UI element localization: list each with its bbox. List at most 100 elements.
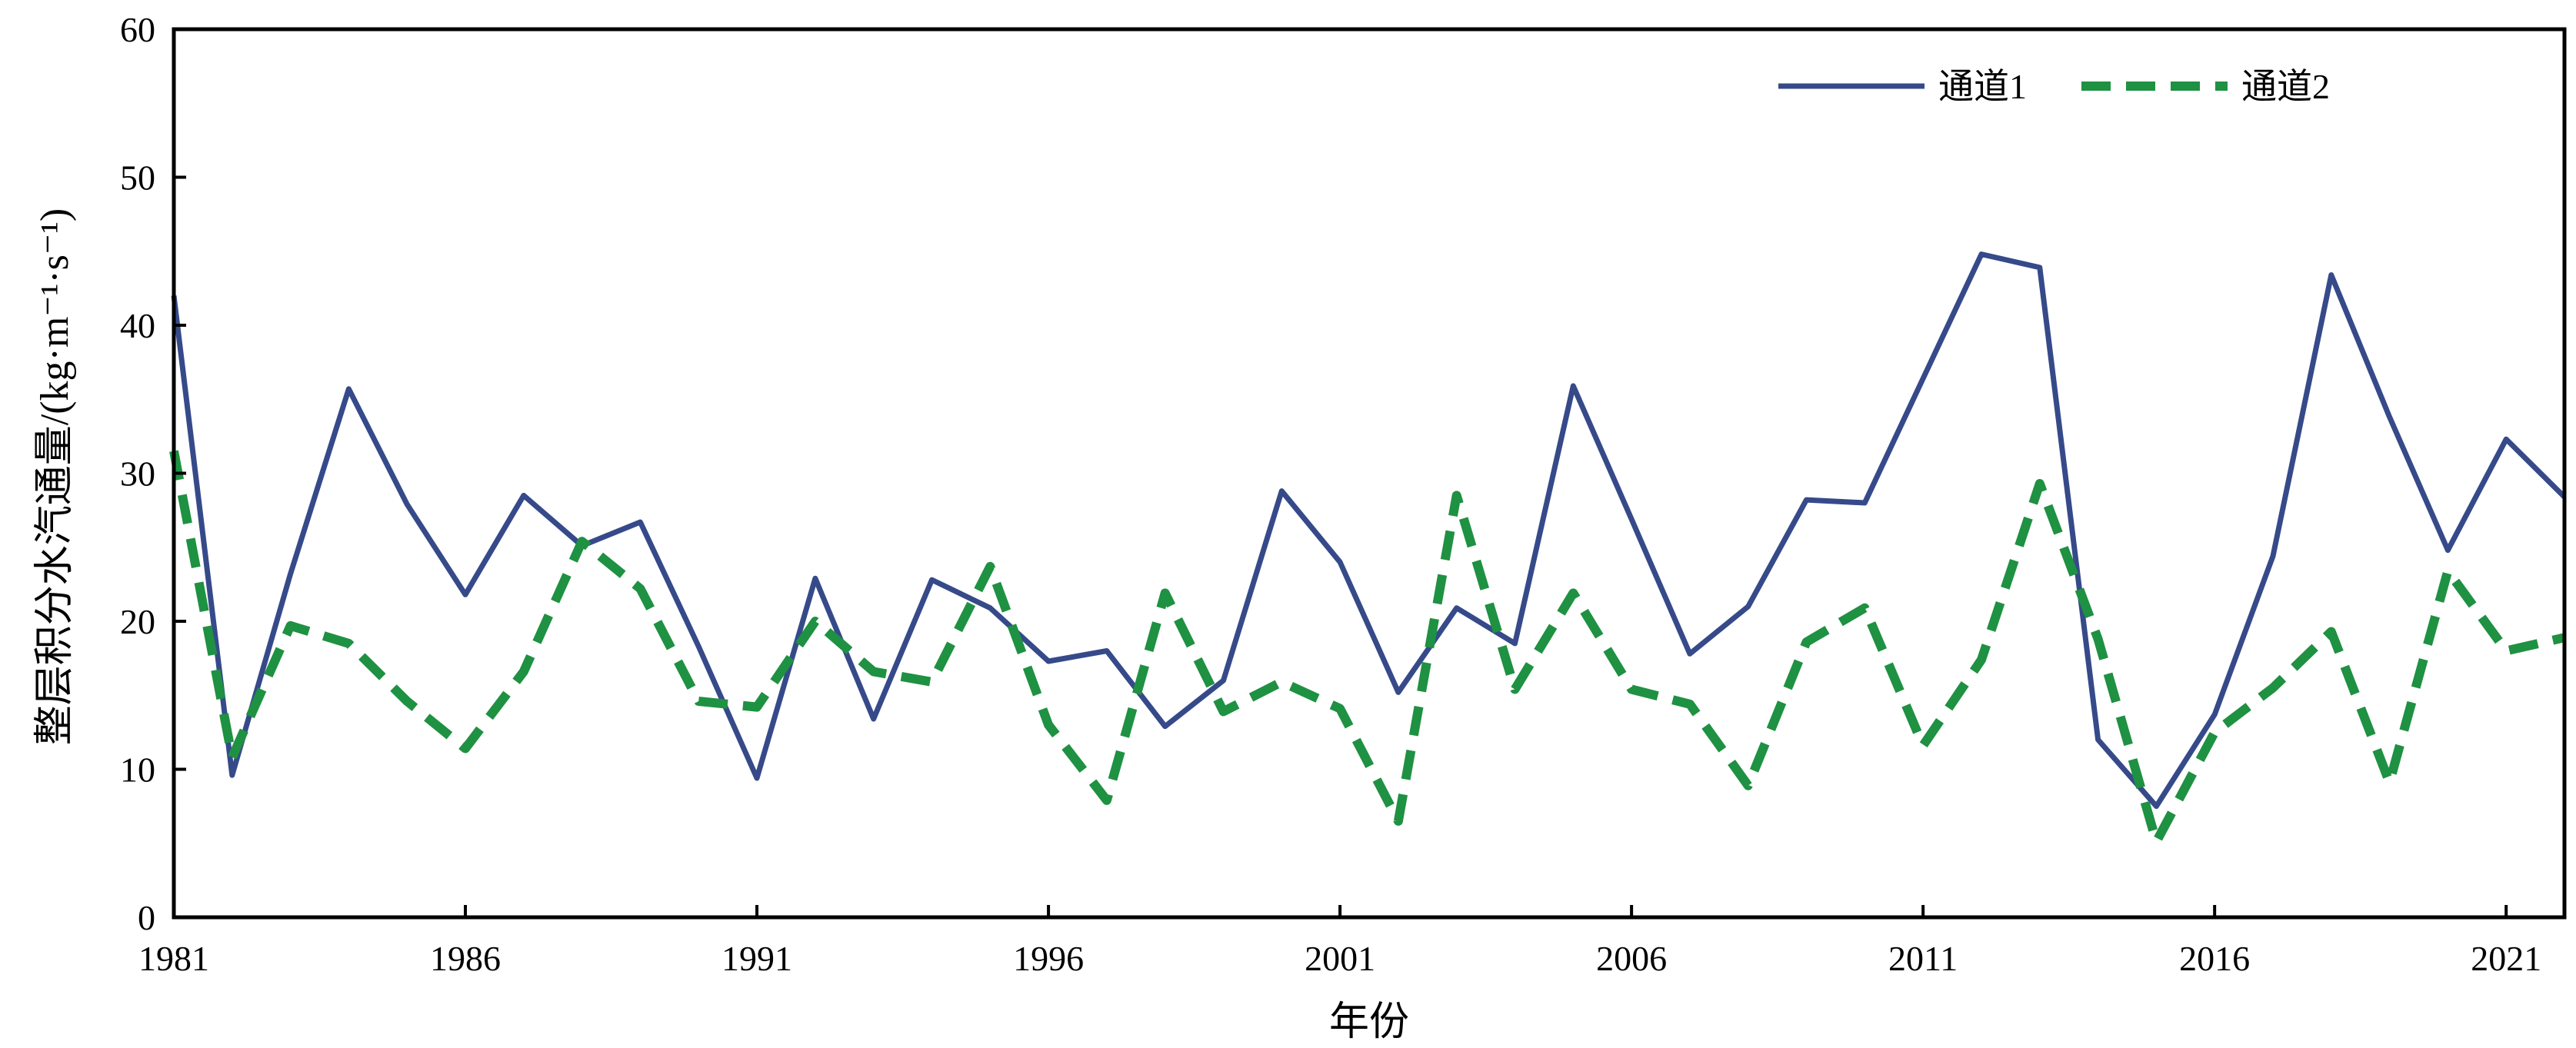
series-1-point-2019 [2388,414,2392,419]
series-1-point-1983 [288,571,293,576]
series-2-point-2017 [2271,686,2275,690]
series-2-point-2006 [1629,687,1634,692]
series-1-point-2003 [1455,606,1459,611]
series-2-point-2007 [1688,702,1692,707]
series-1-point-1984 [346,387,351,391]
x-tick-label: 2016 [2179,939,2250,978]
series-layer [169,251,2567,847]
x-axis-label: 年份 [1329,1000,1409,1044]
legend-label-2: 通道2 [2241,67,2330,106]
series-1-point-2002 [1396,690,1401,694]
series-1-point-2011 [1921,376,1925,381]
series-1-point-2021 [2504,437,2508,441]
y-tick-label: 50 [120,158,155,198]
series-1-point-2012 [1979,252,1984,257]
x-tick-label: 2006 [1596,939,1667,978]
series-2-point-2012 [1979,657,1984,662]
series-1-point-1997 [1105,649,1109,654]
series-1-point-1992 [813,576,818,581]
series-1-point-1999 [1221,678,1226,683]
legend: 通道1 通道2 [1778,67,2330,106]
series-1-point-2007 [1688,651,1692,656]
series-2-point-1989 [638,587,642,591]
series-1-point-1991 [755,776,759,780]
series-2-point-1986 [463,747,468,751]
series-1-point-2006 [1629,517,1634,521]
series-2-point-1985 [405,699,409,704]
series-2-point-1997 [1105,798,1109,803]
y-tick-label: 10 [120,750,155,790]
series-1-point-1985 [405,502,409,507]
series-1-point-2014 [2096,737,2101,742]
series-1-point-2017 [2271,554,2275,558]
x-tick-label: 2021 [2471,939,2541,978]
x-tick-label: 2011 [1888,939,1958,978]
series-2-point-2014 [2096,637,2101,641]
series-2-point-1991 [755,705,759,710]
x-tick-label: 1996 [1013,939,1084,978]
series-1-point-2013 [2038,265,2042,270]
series-2-point-1994 [930,680,935,684]
x-tick-label: 1991 [721,939,792,978]
series-1-point-2016 [2212,712,2217,717]
series-line-2 [169,450,2566,847]
series-1-point-1987 [522,493,526,497]
series-2-point-2018 [2329,630,2334,634]
series-1-point-1993 [871,717,876,721]
series-2-point-2021 [2504,649,2508,654]
series-1-point-1994 [930,577,935,582]
x-tick-label: 1986 [430,939,501,978]
series-2-point-2003 [1455,493,1459,497]
series-2-point-2013 [2038,481,2042,486]
plot-frame [172,27,2567,920]
series-2-point-1987 [522,670,526,674]
y-tick-label: 0 [138,898,155,937]
series-1-point-2015 [2154,804,2158,809]
series-1-point-2018 [2329,273,2334,278]
series-2-point-2016 [2212,730,2217,734]
series-2-point-1999 [1221,709,1226,714]
y-axis-ticks: 0 10 20 30 40 50 60 [120,10,186,937]
series-2-point-2011 [1921,744,1925,748]
series-2-point-2019 [2388,780,2392,785]
series-2-point-2005 [1571,591,1575,595]
series-2-point-2015 [2154,840,2158,844]
series-1-point-1989 [638,520,642,524]
series-1-point-1998 [1163,724,1168,729]
series-1-point-1982 [230,773,235,777]
series-2-point-1990 [696,699,701,704]
series-2-point-2002 [1396,819,1401,823]
series-1-point-2009 [1805,497,1809,502]
series-1-point-1996 [1046,659,1051,664]
series-2-point-1992 [813,619,818,624]
y-tick-label: 40 [120,306,155,345]
x-tick-label: 1981 [138,939,209,978]
series-2-point-2009 [1805,640,1809,644]
series-2-point-1998 [1163,591,1168,595]
legend-label-1: 通道1 [1938,67,2027,106]
series-1-point-2005 [1571,384,1575,388]
y-axis-label: 整层积分水汽通量/(kg·m⁻¹·s⁻¹) [33,208,77,745]
series-2-point-2010 [1862,606,1867,611]
series-1-point-1995 [988,606,992,611]
y-tick-label: 20 [120,602,155,641]
series-1-point-1986 [463,592,468,597]
series-2-point-2000 [1279,680,1284,684]
x-tick-label: 2001 [1305,939,1375,978]
series-2-point-1995 [988,564,992,569]
series-2-point-1996 [1046,723,1051,727]
series-2-point-2008 [1746,784,1751,788]
y-tick-label: 30 [120,454,155,494]
series-1-point-2004 [1513,641,1518,646]
series-1-point-2020 [2445,548,2450,553]
y-tick-label: 60 [120,10,155,49]
series-1-point-2008 [1746,604,1751,609]
series-2-point-2020 [2445,569,2450,574]
series-line-1 [171,251,2567,810]
series-2-point-2004 [1513,687,1518,692]
x-axis-ticks: 1981 1986 1991 1996 2001 2006 2011 2016 2021 [138,905,2541,978]
series-1-point-2010 [1862,501,1867,505]
series-2-point-1983 [288,624,293,628]
series-2-point-1988 [580,539,585,544]
